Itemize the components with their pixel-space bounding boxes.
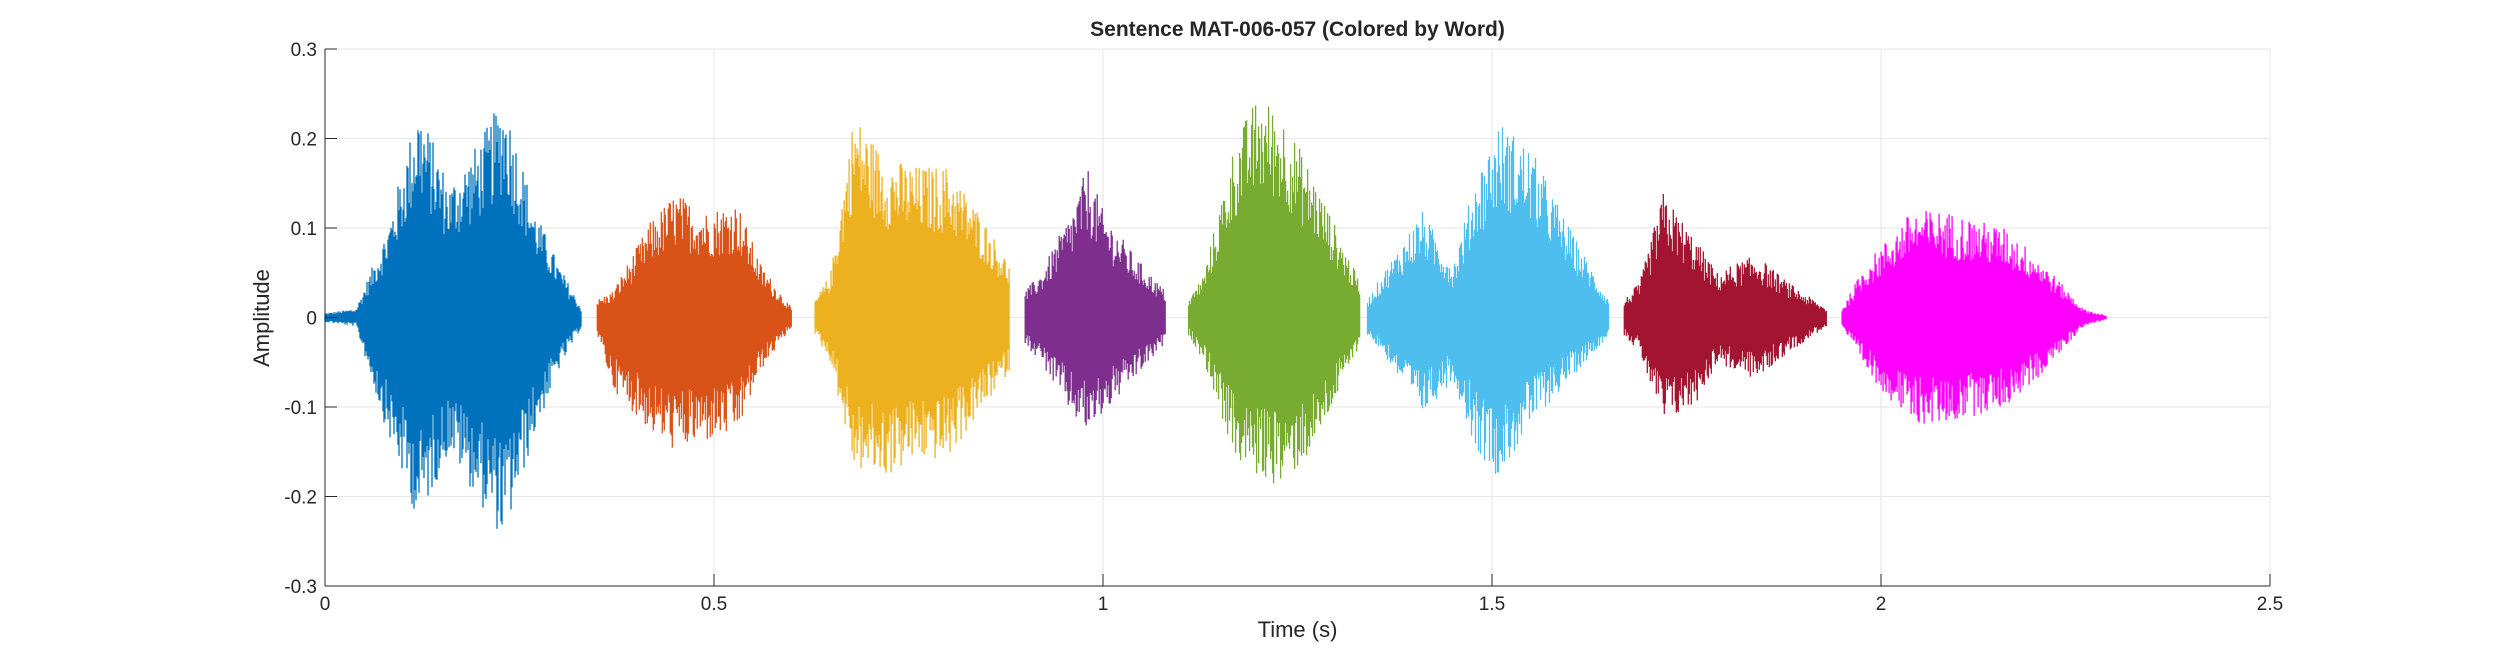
axes: 0 0.5 1 1.5 2 2.5 -0.3 -0.2 -0.1 0 0.1 0.2 0.3 [284,40,2283,615]
x-tick-label: 0.5 [701,594,727,615]
waveform-series [324,105,2107,529]
y-tick-label: 0 [306,309,317,330]
x-tick-label: 1.5 [1479,594,1505,615]
y-tick-label: 0.2 [291,130,317,151]
series-4-waveform [1024,171,1166,426]
series-7-waveform [1623,194,1827,414]
series-5-waveform [1187,105,1361,484]
x-tick-label: 0 [320,594,331,615]
x-tick-label: 2.5 [2257,594,2283,615]
x-tick-label: 1 [1098,594,1109,615]
series-6-waveform [1366,127,1610,474]
y-tick-label: 0.1 [291,219,317,240]
y-tick-label: -0.1 [284,398,317,419]
x-tick-label: 2 [1876,594,1887,615]
series-2-waveform [596,198,792,448]
chart-title: Sentence MAT-006-057 (Colored by Word) [1090,18,1505,41]
y-tick-label: -0.3 [284,577,317,598]
x-axis-label: Time (s) [1257,617,1338,642]
series-3-waveform [814,127,1010,473]
y-tick-label: 0.3 [291,40,317,61]
y-tick-label: -0.2 [284,488,317,509]
series-8-waveform [1841,211,2107,424]
